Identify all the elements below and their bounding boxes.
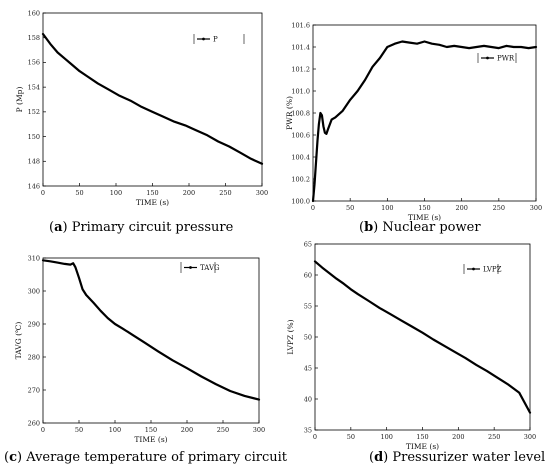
panel-c-x-tick-label: 100: [109, 426, 121, 434]
panel-c-x-axis-label: TIME (s): [134, 435, 167, 444]
panel-b-x-tick-label: 300: [530, 204, 542, 212]
panel-d-legend-marker: [472, 267, 475, 271]
panel-d-x-tick-label: 150: [416, 433, 428, 441]
panel-a-x-tick-label: 100: [110, 189, 122, 197]
panel-b-y-tick-label: 101.2: [291, 65, 310, 73]
panel-b-x-tick-label: 100: [381, 204, 393, 212]
panel-b-x-tick-label: 200: [455, 204, 467, 212]
panel-b-y-tick-label: 101.4: [291, 43, 310, 51]
panel-a-plot-frame: [42, 12, 263, 187]
panel-a-y-tick-label: 146: [28, 182, 40, 190]
panel-a-y-tick-label: 160: [28, 9, 40, 17]
panel-a-x-tick-label: 150: [146, 189, 158, 197]
panel-c-y-tick-label: 290: [28, 320, 40, 328]
panel-b-series-line-pwr: [311, 40, 538, 203]
panel-d-x-tick-label: 200: [452, 433, 464, 441]
panel-c-x-tick-label: 300: [253, 426, 265, 434]
panel-a-legend-label: P: [213, 36, 218, 44]
panel-d-y-tick-label: 45: [304, 364, 312, 372]
panel-c-caption: (c) Average temperature of primary circu…: [4, 450, 288, 465]
panel-a-y-tick-label: 156: [28, 59, 40, 67]
panel-d-series-line-lvpz: [313, 260, 532, 414]
panel-a-y-tick-label: 152: [28, 108, 40, 116]
panel-a-y-axis-label: P (Mp): [15, 87, 24, 113]
panel-c-y-tick-label: 280: [28, 353, 40, 361]
panel-b-x-tick-label: 250: [493, 204, 505, 212]
panel-a-x-tick-label: 200: [183, 189, 195, 197]
panel-d-y-tick-label: 50: [304, 333, 312, 341]
panel-d-y-tick-label: 60: [304, 271, 312, 279]
panel-a-x-tick-label: 250: [219, 189, 231, 197]
panel-c-series-line-tavg: [41, 259, 261, 401]
panel-c-y-tick-label: 310: [28, 254, 40, 262]
panel-c-x-tick-label: 250: [217, 426, 229, 434]
panel-a-y-tick-label: 158: [28, 34, 40, 42]
panel-a-x-tick-label: 0: [41, 189, 45, 197]
panel-c-x-tick-label: 50: [75, 426, 83, 434]
panel-c-legend-marker: [189, 266, 192, 269]
panel-d-y-tick-label: 65: [304, 240, 312, 248]
panel-b-y-tick-label: 101.6: [291, 21, 310, 29]
panel-d-x-tick-label: 300: [524, 433, 536, 441]
panel-d-y-tick-label: 55: [304, 302, 312, 310]
panel-b-y-tick-label: 100.4: [291, 153, 310, 161]
panel-c-x-tick-label: 0: [41, 426, 45, 434]
panel-c-x-tick-label: 200: [181, 426, 193, 434]
panel-a-x-tick-label: 50: [75, 189, 83, 197]
panel-a-y-tick-label: 150: [28, 133, 40, 141]
panel-d-x-tick-label: 100: [380, 433, 392, 441]
panel-b-legend-label: PWR: [497, 55, 515, 63]
panel-d-legend-label: LVPZ: [483, 266, 502, 274]
panel-d-x-tick-label: 250: [488, 433, 500, 441]
panel-d-x-tick-label: 0: [313, 433, 317, 441]
panel-b-y-tick-label: 100.0: [291, 197, 310, 205]
panel-b-y-tick-label: 101.0: [291, 87, 310, 95]
panel-d-caption: (d) Pressurizer water level: [369, 450, 545, 465]
panel-b-caption: (b) Nuclear power: [359, 220, 481, 235]
panel-c-y-tick-label: 260: [28, 419, 40, 427]
panel-a-caption: (a) Primary circuit pressure: [49, 220, 234, 235]
panel-d-y-tick-label: 35: [304, 426, 312, 434]
panel-c-plot-frame: [42, 257, 260, 424]
panel-d-y-axis-label: LVPZ (%): [286, 319, 295, 354]
panel-c-y-tick-label: 300: [28, 287, 40, 295]
panel-b-x-tick-label: 0: [311, 204, 315, 212]
panel-d-x-axis-label: TIME (s): [406, 442, 439, 451]
panel-c-y-tick-label: 270: [28, 386, 40, 394]
panel-b-y-tick-label: 100.8: [291, 109, 310, 117]
panel-a-y-tick-label: 148: [28, 158, 40, 166]
panel-a-y-tick-label: 154: [28, 83, 40, 91]
panel-a-series-line-p: [41, 32, 264, 165]
panel-b-x-tick-label: 150: [418, 204, 430, 212]
panel-b-y-tick-label: 100.6: [291, 131, 310, 139]
panel-c-x-tick-label: 150: [145, 426, 157, 434]
panel-a-x-tick-label: 300: [256, 189, 268, 197]
panel-c-legend-label: TAVG: [200, 264, 220, 272]
panel-b-x-axis-label: TIME (s): [408, 213, 441, 222]
panel-d-y-tick-label: 40: [304, 395, 312, 403]
panel-a-legend-marker: [202, 37, 205, 41]
panel-b-y-tick-label: 100.2: [291, 175, 310, 183]
panel-a-x-axis-label: TIME (s): [136, 198, 169, 207]
panel-d-x-tick-label: 50: [347, 433, 355, 441]
panel-c-y-axis-label: TAVG (℃): [14, 322, 23, 360]
panel-b-legend-marker: [486, 56, 489, 60]
panel-b-plot-frame: [312, 24, 537, 202]
panel-b-x-tick-label: 50: [346, 204, 354, 212]
panel-b-y-axis-label: PWR (%): [285, 96, 294, 130]
